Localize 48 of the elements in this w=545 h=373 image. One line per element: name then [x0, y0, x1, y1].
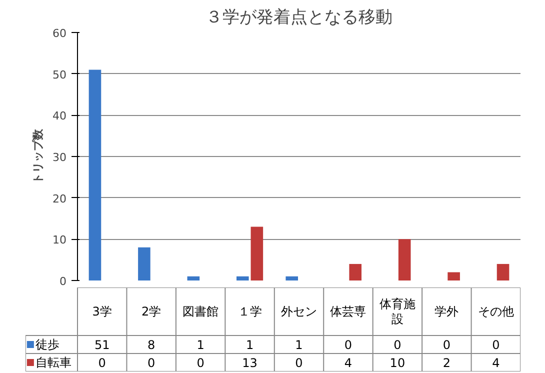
- x-tick-label: 体育施設: [379, 296, 416, 326]
- x-tick-label: 3学: [92, 304, 112, 318]
- bar: [398, 239, 411, 280]
- data-label: 2: [442, 356, 450, 370]
- data-label: 0: [442, 338, 450, 352]
- y-tick-label: 30: [52, 151, 67, 164]
- y-tick-label: 40: [52, 110, 67, 123]
- bar: [496, 264, 510, 280]
- y-tick-label: 60: [52, 27, 67, 40]
- y-tick-label: 0: [60, 275, 66, 288]
- legend-label: 徒歩: [35, 338, 60, 352]
- bar: [187, 276, 200, 280]
- chart-title: ３学が発着点となる移動: [206, 8, 392, 28]
- bar: [349, 264, 362, 280]
- x-tick-label: 2学: [142, 304, 162, 318]
- bar: [138, 247, 150, 280]
- data-label: 51: [94, 338, 110, 352]
- x-tick-label: １学: [238, 304, 262, 318]
- x-tick-label: 外セン: [281, 304, 317, 318]
- x-tick-label: 体芸専: [330, 304, 366, 318]
- data-label: 0: [148, 356, 156, 370]
- bar: [250, 226, 264, 280]
- data-label: 1: [295, 338, 303, 352]
- data-label: 0: [98, 356, 106, 370]
- y-tick-label: 50: [52, 68, 67, 82]
- x-tick-label: 学外: [434, 304, 459, 318]
- data-label: 1: [196, 338, 204, 352]
- data-label: 0: [344, 338, 352, 352]
- y-tick-label: 10: [52, 234, 67, 247]
- y-axis-title: トリップ数: [32, 128, 45, 184]
- bar: [88, 70, 102, 280]
- y-tick-label: 20: [52, 192, 67, 206]
- legend-label: 自転車: [35, 356, 72, 370]
- data-label: 0: [295, 356, 303, 370]
- bar: [448, 272, 460, 280]
- data-label: 4: [344, 356, 352, 370]
- data-label: 8: [148, 338, 156, 352]
- x-tick-label: 図書館: [182, 304, 219, 318]
- data-label: 0: [196, 356, 204, 370]
- bar: [286, 276, 298, 280]
- x-tick-label: その他: [478, 304, 514, 318]
- data-label: 0: [394, 338, 402, 352]
- data-label: 4: [492, 356, 500, 370]
- data-label: 1: [246, 338, 254, 352]
- bar: [236, 276, 249, 280]
- data-label: 10: [390, 356, 406, 370]
- data-label: 13: [242, 356, 258, 370]
- data-label: 0: [492, 338, 500, 352]
